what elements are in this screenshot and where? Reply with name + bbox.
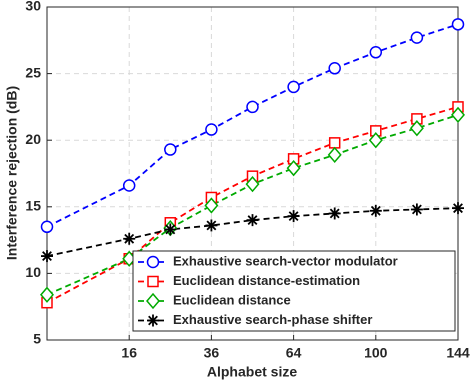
marker [147,314,159,327]
marker [286,160,301,177]
legend-label: Euclidean distance [173,292,291,307]
marker [41,250,53,263]
x-tick-label: 64 [286,345,302,361]
marker [410,203,423,216]
marker-shape [245,176,260,193]
marker [287,80,300,94]
marker [164,143,177,156]
marker-stroke [148,315,158,326]
marker [205,219,218,232]
marker [40,286,54,303]
marker-stroke [206,220,217,231]
marker-shape [164,143,177,156]
marker-shape [410,31,424,44]
marker [451,18,465,31]
marker [410,31,424,44]
marker [40,220,54,234]
plot-frame [46,6,459,341]
legend-box [132,250,456,332]
y-tick-label: 25 [25,64,41,80]
marker [409,120,424,137]
y-tick-label: 20 [25,131,41,147]
marker [328,137,341,149]
y-axis-label: Interference rejection (dB) [4,86,20,260]
marker-shape [146,255,160,269]
marker [122,179,136,192]
series-line [46,106,459,304]
y-tick-label: 10 [25,264,41,280]
marker-shape [122,179,136,192]
marker-shape [246,100,259,114]
marker-shape [368,132,383,149]
marker-shape [451,18,465,31]
x-tick-label: 16 [121,345,137,361]
marker-shape [287,80,300,94]
marker-stroke [370,205,381,216]
legend: Exhaustive search-vector modulator Euclid… [132,250,456,332]
marker-shape [327,146,342,164]
series-line [46,207,459,257]
marker-stroke [329,208,340,219]
marker-shape [40,286,54,303]
marker [164,223,177,236]
marker-shape [147,275,159,288]
marker-shape [328,137,341,149]
marker [451,106,465,124]
series-line [46,114,459,296]
x-tick-label: 144 [446,345,470,361]
marker-shape [286,160,301,177]
marker [368,132,383,149]
marker-shape [146,292,160,310]
series-line [46,23,459,228]
marker [452,202,464,215]
marker-shape [205,123,218,136]
y-tick-label: 5 [33,331,41,347]
marker [205,123,218,136]
marker [146,292,160,310]
y-tick-label: 30 [25,0,41,14]
x-tick-label: 36 [204,345,220,361]
legend-label: Exhaustive search-vector modulator [173,253,398,268]
marker-stroke [247,215,258,226]
marker [328,207,341,220]
marker [146,255,160,269]
x-tick-label: 100 [364,345,388,361]
marker-shape [451,106,465,124]
marker-stroke [411,204,422,215]
marker-stroke [288,211,299,222]
marker [246,214,259,227]
marker [369,204,382,217]
marker [328,62,341,75]
marker-stroke [124,233,135,244]
marker [246,100,259,114]
marker-shape [204,197,219,214]
marker [369,46,383,59]
marker [245,176,260,193]
marker [147,275,159,288]
marker-shape [328,62,341,75]
x-axis-label: Alphabet size [207,364,297,380]
marker-stroke [453,203,463,214]
marker [123,232,136,245]
marker-shape [409,120,424,137]
y-tick-label: 15 [25,198,41,214]
marker-stroke [42,251,52,262]
marker [287,210,300,223]
marker-stroke [165,224,176,235]
marker-shape [369,46,383,59]
marker [204,197,219,214]
marker [327,146,342,164]
legend-label: Exhaustive search-phase shifter [173,312,372,327]
marker-shape [40,220,54,234]
legend-label: Euclidean distance-estimation [173,273,360,288]
